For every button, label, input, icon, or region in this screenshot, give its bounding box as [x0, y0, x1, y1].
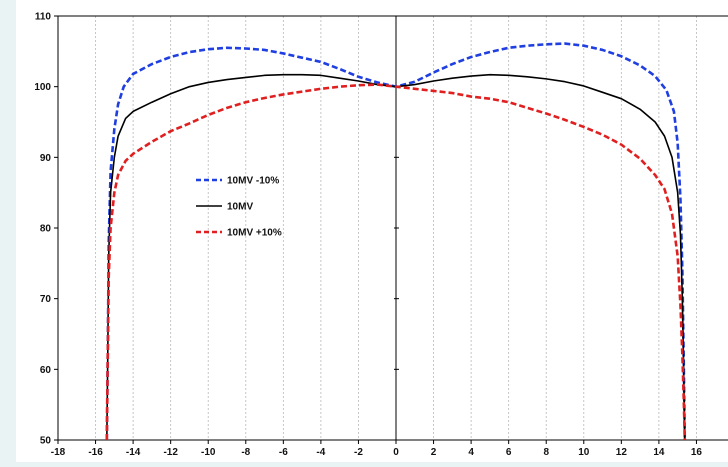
y-tick-label: 70 [40, 294, 52, 305]
grid-lines [57, 16, 697, 440]
x-tick-label: 2 [431, 447, 437, 458]
series-line-3 [105, 83, 687, 441]
series-lines [105, 42, 687, 441]
x-tick-label: -4 [316, 447, 325, 458]
x-tick-label: -8 [241, 447, 250, 458]
x-tick-label: 8 [543, 447, 549, 458]
x-tick-label: -16 [88, 447, 103, 458]
y-tick-label: 90 [40, 153, 52, 164]
x-tick-label: 4 [468, 447, 474, 458]
x-tick-label: 16 [691, 447, 703, 458]
x-tick-label: 14 [653, 447, 665, 458]
x-tick-label: -18 [51, 447, 66, 458]
y-tick-label: 100 [34, 82, 51, 93]
legend-label: 10MV [227, 202, 253, 213]
x-tick-label: 0 [393, 447, 399, 458]
y-tick-label: 50 [40, 436, 52, 447]
x-tick-label: -6 [279, 447, 288, 458]
axes: -18-16-14-12-10-8-6-4-202468101214161506… [34, 12, 703, 459]
x-tick-label: 10 [578, 447, 590, 458]
x-tick-label: 12 [616, 447, 628, 458]
x-tick-label: 6 [506, 447, 512, 458]
x-tick-label: -2 [354, 447, 363, 458]
x-tick-label: -12 [163, 447, 178, 458]
y-tick-label: 60 [40, 365, 52, 376]
plot-background [16, 0, 728, 462]
y-tick-label: 80 [40, 224, 52, 235]
legend: 10MV -10% 10MV 10MV +10% [196, 176, 282, 239]
x-tick-label: -14 [126, 447, 141, 458]
legend-label: 10MV +10% [227, 228, 282, 239]
x-tick-label: -10 [201, 447, 216, 458]
y-tick-label: 110 [35, 12, 52, 23]
legend-label: 10MV -10% [227, 176, 279, 187]
